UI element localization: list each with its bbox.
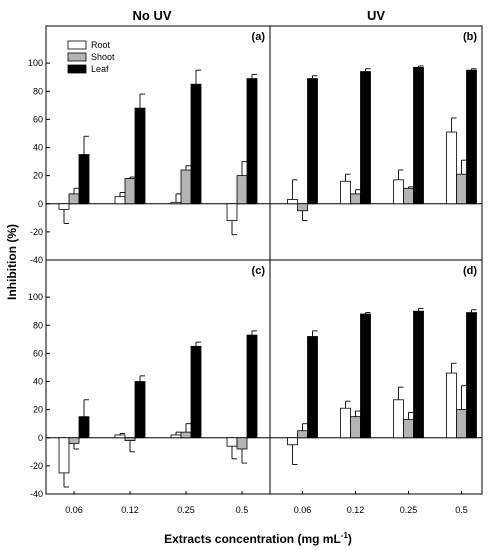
bar-leaf <box>78 416 90 439</box>
bar-leaf <box>246 78 258 205</box>
bar-shoot <box>297 203 308 212</box>
panel-label: (b) <box>463 31 477 43</box>
bar-shoot <box>456 173 467 205</box>
bar-shoot <box>297 430 308 439</box>
legend-swatch-root <box>67 40 87 50</box>
panel-label: (a) <box>252 31 266 43</box>
panel-b: (b) <box>269 25 483 261</box>
bar-shoot <box>124 437 136 441</box>
bar-shoot <box>68 193 80 205</box>
bar-shoot <box>350 193 361 205</box>
bar-leaf <box>466 69 477 205</box>
bar-leaf <box>307 78 318 205</box>
y-tick-label: 100 <box>28 292 43 302</box>
y-tick-label: 60 <box>33 114 43 124</box>
bar-root <box>393 179 404 205</box>
bar-root <box>393 399 404 439</box>
bar-leaf <box>78 154 90 205</box>
y-tick-label: -20 <box>30 227 43 237</box>
bar-shoot <box>68 437 80 444</box>
column-header-no-uv: No UV <box>133 8 172 23</box>
bar-leaf <box>360 71 371 205</box>
y-tick-label: 0 <box>38 199 43 209</box>
y-tick-label: -40 <box>30 489 43 499</box>
bar-root <box>340 180 351 205</box>
y-tick-label: -40 <box>30 255 43 265</box>
x-tick-label: 0.5 <box>236 505 249 515</box>
bar-leaf <box>134 381 146 439</box>
bar-root <box>446 131 457 205</box>
legend-swatch-leaf <box>67 64 87 74</box>
column-header-uv: UV <box>367 8 385 23</box>
bar-root <box>226 437 238 447</box>
legend-label-root: Root <box>91 40 111 50</box>
x-axis-label: Extracts concentration (mg mL-1) <box>164 531 352 546</box>
bar-shoot <box>236 175 248 205</box>
panel-label: (c) <box>252 265 266 277</box>
x-tick-label: 0.25 <box>177 505 195 515</box>
y-tick-label: 0 <box>38 433 43 443</box>
bar-root <box>287 437 298 446</box>
x-tick-label: 0.12 <box>347 505 365 515</box>
x-tick-label: 0.5 <box>455 505 468 515</box>
legend-swatch-shoot <box>67 52 87 62</box>
bar-shoot <box>124 178 136 205</box>
panels-group: (a) -40 -20 0 20 40 60 80 100 (b) (c) -40 -20 0 20 40 60… <box>28 25 483 515</box>
legend-label-leaf: Leaf <box>91 64 109 74</box>
x-tick-label: 0.06 <box>65 505 83 515</box>
bar-root <box>170 201 182 205</box>
y-tick-label: 40 <box>33 377 43 387</box>
y-tick-label: 60 <box>33 348 43 358</box>
bar-leaf <box>190 345 202 439</box>
x-tick-label: 0.12 <box>121 505 139 515</box>
panel-d: (d) 0.06 0.12 0.25 0.5 <box>269 259 483 515</box>
bar-leaf <box>413 310 424 439</box>
bar-shoot <box>403 419 414 439</box>
y-tick-label: 20 <box>33 405 43 415</box>
x-axis-label-superscript: -1 <box>341 531 349 540</box>
bar-root <box>170 434 182 439</box>
legend-label-shoot: Shoot <box>91 52 115 62</box>
bar-leaf <box>190 83 202 205</box>
bar-leaf <box>246 334 258 439</box>
bar-root <box>58 437 70 474</box>
bar-leaf <box>134 107 146 205</box>
bar-leaf <box>466 312 477 439</box>
bar-shoot <box>180 169 192 205</box>
panel-label: (d) <box>463 265 477 277</box>
panel-c: (c) -40 -20 0 20 40 60 80 100 0.06 0.12 0.25 0.5 <box>28 259 271 515</box>
panel-a: (a) -40 -20 0 20 40 60 80 100 <box>28 25 271 265</box>
x-axis-label-main: Extracts concentration (mg mL <box>164 532 341 546</box>
x-tick-label: 0.25 <box>400 505 418 515</box>
y-tick-label: -20 <box>30 461 43 471</box>
y-tick-label: 80 <box>33 86 43 96</box>
bar-root <box>340 407 351 439</box>
x-tick-label: 0.06 <box>294 505 312 515</box>
y-axis-label: Inhibition (%) <box>5 224 19 300</box>
y-tick-label: 100 <box>28 58 43 68</box>
y-tick-label: 20 <box>33 171 43 181</box>
bar-shoot <box>403 187 414 205</box>
bar-root <box>58 203 70 210</box>
bar-root <box>114 434 126 439</box>
bar-root <box>446 372 457 439</box>
bar-shoot <box>236 437 248 450</box>
panel-frame <box>269 259 483 495</box>
bar-root <box>226 203 238 222</box>
bar-shoot <box>180 431 192 439</box>
bar-leaf <box>307 336 318 439</box>
x-axis-label-suffix: ) <box>348 532 352 546</box>
y-tick-label: 40 <box>33 143 43 153</box>
y-tick-label: 80 <box>33 320 43 330</box>
bar-root <box>287 199 298 205</box>
bar-shoot <box>350 416 361 439</box>
bar-leaf <box>360 313 371 439</box>
legend: Root Shoot Leaf <box>67 40 115 74</box>
bar-leaf <box>413 66 424 205</box>
bar-shoot <box>456 409 467 439</box>
bar-root <box>114 196 126 205</box>
